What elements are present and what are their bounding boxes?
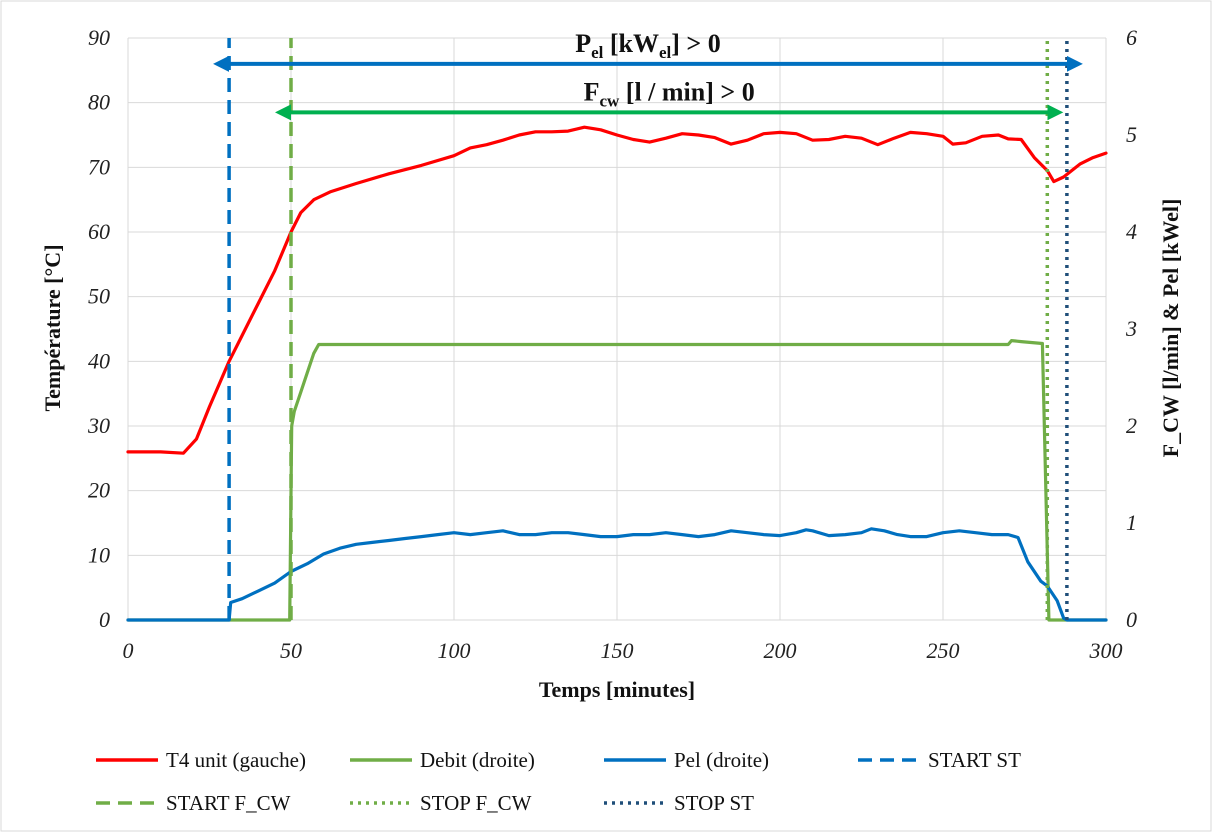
y-right-tick-label: 4 (1126, 219, 1137, 244)
legend-label-start-f-cw: START F_CW (166, 791, 291, 815)
legend-label-start-st: START ST (928, 748, 1021, 772)
legend-label-debit-droite: Debit (droite) (420, 748, 535, 772)
x-axis-title: Temps [minutes] (539, 677, 695, 702)
x-tick-label: 150 (601, 638, 634, 663)
annotations: Pel [kWel] > 0 Fcw [l / min] > 0 (213, 29, 1083, 121)
y-right-tick-label: 0 (1126, 607, 1137, 632)
series-t4-unit-gauche (126, 125, 1108, 455)
legend-label-stop-st: STOP ST (674, 791, 754, 815)
x-tick-label: 0 (123, 638, 134, 663)
y-left-tick-label: 50 (88, 284, 110, 309)
legend-label-t4-unit-gauche: T4 unit (gauche) (166, 748, 306, 772)
x-tick-label: 200 (764, 638, 797, 663)
y-left-tick-label: 0 (99, 607, 110, 632)
series-debit-droite (126, 339, 1108, 622)
y-left-tick-label: 90 (88, 25, 110, 50)
y-right-tick-label: 3 (1125, 316, 1137, 341)
y-left-axis-title: Température [°C] (40, 244, 65, 411)
legend: T4 unit (gauche) Debit (droite) Pel (droit… (96, 748, 1021, 815)
series-layer (126, 125, 1108, 622)
y-left-tick-label: 10 (88, 542, 110, 567)
y-right-tick-label: 5 (1126, 122, 1137, 147)
pel-arrow-label: Pel [kWel] > 0 (575, 29, 721, 62)
y-left-tick-label: 20 (88, 478, 110, 503)
legend-label-stop-f-cw: STOP F_CW (420, 791, 532, 815)
x-tick-label: 300 (1089, 638, 1123, 663)
fcw-arrow-label: Fcw [l / min] > 0 (584, 77, 755, 110)
tick-labels: 0 50 100 150 200 250 3000102030405060708090012… (87, 25, 1137, 663)
y-right-tick-label: 2 (1126, 413, 1137, 438)
x-tick-label: 250 (927, 638, 960, 663)
y-left-tick-label: 40 (88, 348, 110, 373)
y-left-tick-label: 30 (87, 413, 110, 438)
x-tick-label: 100 (438, 638, 471, 663)
y-left-tick-label: 80 (88, 90, 110, 115)
y-left-tick-label: 60 (88, 219, 110, 244)
x-tick-label: 50 (280, 638, 302, 663)
y-left-tick-label: 70 (88, 154, 110, 179)
series-pel-droite (126, 527, 1108, 622)
y-right-tick-label: 6 (1126, 25, 1137, 50)
legend-label-pel-droite: Pel (droite) (674, 748, 769, 772)
marker-lines (227, 38, 1069, 620)
y-right-tick-label: 1 (1126, 510, 1137, 535)
y-right-axis-title: F_CW [l/min] & Pel [kWel] (1158, 199, 1183, 458)
